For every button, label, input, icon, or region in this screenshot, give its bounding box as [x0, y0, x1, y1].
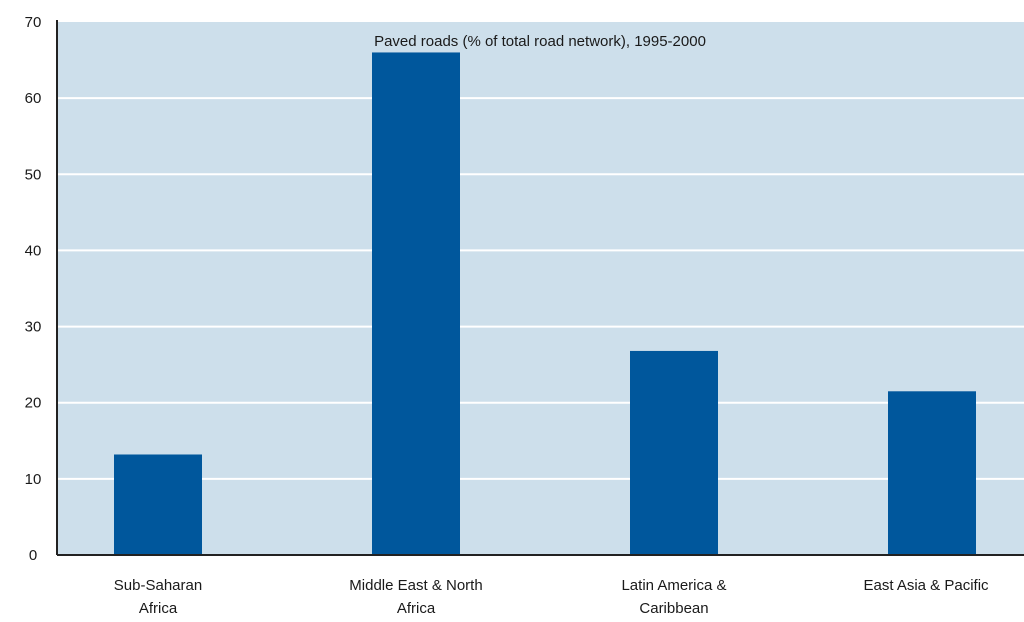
bar-0 [114, 454, 202, 555]
y-tick-label: 10 [25, 471, 42, 488]
gridlines [57, 97, 1024, 480]
x-tick-label: Latin America & Caribbean [621, 577, 726, 617]
bar-1 [372, 52, 460, 555]
x-tick-labels: Sub-Saharan Africa Middle East & North Afri… [114, 577, 989, 617]
y-tick-label: 20 [25, 395, 42, 412]
x-tick-label: Sub-Saharan Africa [114, 577, 202, 617]
plot-background [57, 22, 1024, 555]
x-tick-label-line: Caribbean [639, 600, 708, 617]
y-tick-label: 40 [25, 242, 42, 259]
x-tick-label-line: Sub-Saharan [114, 577, 202, 594]
bar-2 [630, 350, 718, 555]
bar-3 [888, 391, 976, 555]
y-tick-label: 70 [25, 14, 42, 31]
axes [56, 20, 1024, 556]
x-tick-label-line: Africa [139, 600, 178, 617]
x-tick-label: East Asia & Pacific [863, 577, 989, 594]
chart-title: Paved roads (% of total road network), 1… [374, 33, 706, 50]
x-tick-label: Middle East & North Africa [349, 577, 482, 617]
x-tick-label-line: Latin America & [621, 577, 726, 594]
y-tick-label: 50 [25, 166, 42, 183]
x-tick-label-line: Middle East & North [349, 577, 482, 594]
y-tick-label: 30 [25, 319, 42, 336]
y-tick-label: 0 [29, 547, 37, 564]
x-tick-label-line: Africa [397, 600, 436, 617]
x-tick-label-line: East Asia & Pacific [863, 577, 989, 594]
y-tick-labels: 0 10 20 30 40 50 60 70 [25, 14, 42, 564]
bars [114, 52, 976, 555]
y-tick-label: 60 [25, 90, 42, 107]
